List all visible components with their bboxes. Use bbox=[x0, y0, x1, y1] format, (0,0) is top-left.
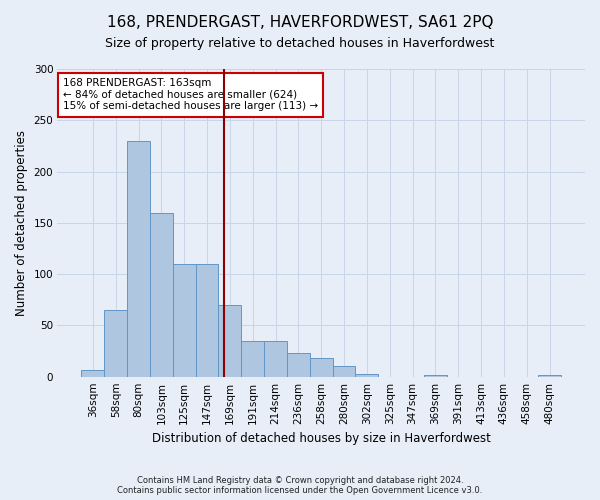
Bar bbox=[355, 374, 379, 376]
Text: 168 PRENDERGAST: 163sqm
← 84% of detached houses are smaller (624)
15% of semi-d: 168 PRENDERGAST: 163sqm ← 84% of detache… bbox=[63, 78, 318, 112]
Bar bbox=[241, 341, 264, 376]
Text: Contains HM Land Registry data © Crown copyright and database right 2024.
Contai: Contains HM Land Registry data © Crown c… bbox=[118, 476, 482, 495]
X-axis label: Distribution of detached houses by size in Haverfordwest: Distribution of detached houses by size … bbox=[152, 432, 491, 445]
Bar bbox=[538, 374, 561, 376]
Bar bbox=[173, 264, 196, 376]
Bar bbox=[150, 212, 173, 376]
Text: 168, PRENDERGAST, HAVERFORDWEST, SA61 2PQ: 168, PRENDERGAST, HAVERFORDWEST, SA61 2P… bbox=[107, 15, 493, 30]
Bar bbox=[310, 358, 332, 376]
Bar bbox=[82, 370, 104, 376]
Bar bbox=[287, 353, 310, 376]
Bar bbox=[196, 264, 218, 376]
Bar bbox=[218, 305, 241, 376]
Bar bbox=[264, 341, 287, 376]
Bar bbox=[332, 366, 355, 376]
Text: Size of property relative to detached houses in Haverfordwest: Size of property relative to detached ho… bbox=[106, 38, 494, 51]
Bar bbox=[127, 141, 150, 376]
Bar bbox=[424, 374, 447, 376]
Bar bbox=[104, 310, 127, 376]
Y-axis label: Number of detached properties: Number of detached properties bbox=[15, 130, 28, 316]
